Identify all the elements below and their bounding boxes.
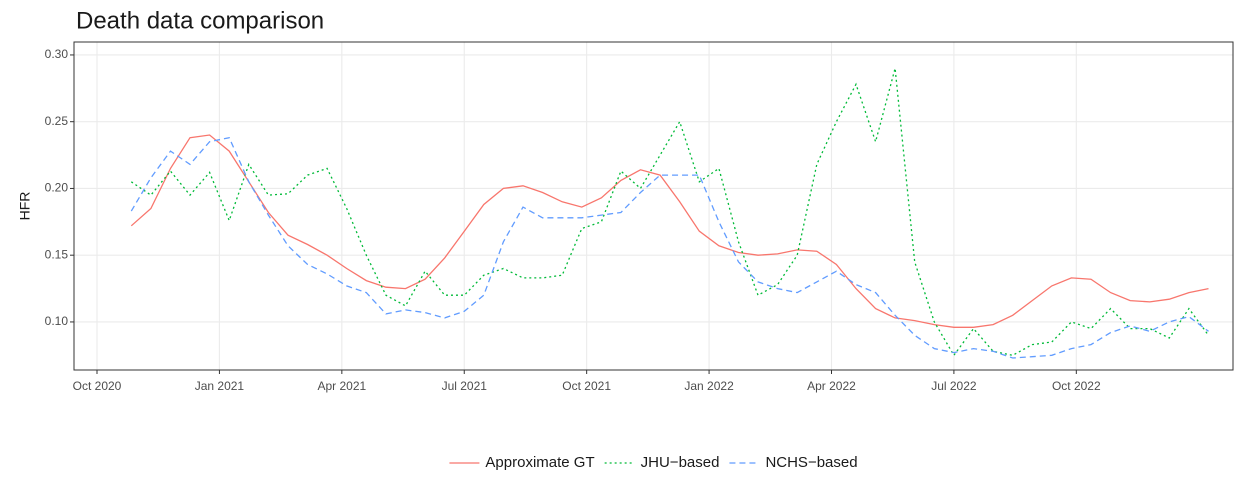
y-tick-label: 0.25 <box>45 114 69 128</box>
x-tick-label: Jul 2021 <box>442 379 488 393</box>
data-line <box>130 136 1209 359</box>
y-tick-label: 0.15 <box>45 247 69 261</box>
x-tick-label: Apr 2021 <box>317 379 366 393</box>
chart-title: Death data comparison <box>76 7 324 34</box>
y-tick-label: 0.20 <box>45 181 69 195</box>
x-tick-label: Jul 2022 <box>931 379 977 393</box>
data-line <box>130 134 1209 328</box>
y-axis-label: HFR <box>17 192 33 221</box>
legend-label: NCHS−based <box>765 454 857 471</box>
plot-border <box>73 41 1234 371</box>
x-tick-label: Jan 2022 <box>684 379 734 393</box>
legend: Approximate GT JHU−based NCHS−based <box>449 454 858 471</box>
y-tick-label: 0.30 <box>45 47 69 61</box>
x-tick-label: Oct 2020 <box>73 379 122 393</box>
x-tick-label: Apr 2022 <box>807 379 856 393</box>
data-line <box>130 68 1210 357</box>
legend-label: Approximate GT <box>485 454 594 471</box>
legend-label: JHU−based <box>641 454 720 471</box>
x-tick-label: Jan 2021 <box>195 379 245 393</box>
y-tick-label: 0.10 <box>45 314 69 328</box>
x-tick-label: Oct 2022 <box>1052 379 1101 393</box>
x-tick-label: Oct 2021 <box>562 379 611 393</box>
